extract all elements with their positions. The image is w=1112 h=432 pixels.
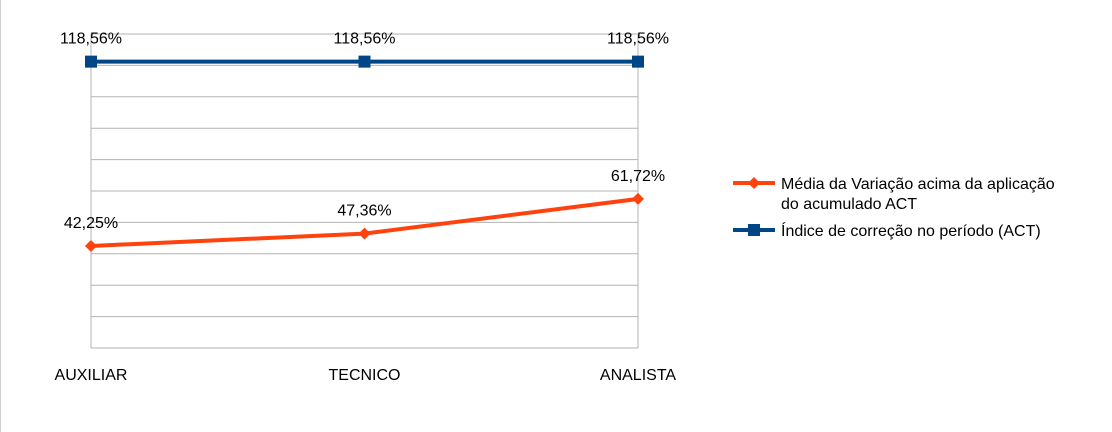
x-tick-label: TECNICO xyxy=(329,367,401,384)
data-labels: 42,25% 47,36% 61,72% 118,56% 118,56% 118,56% xyxy=(60,31,669,232)
legend-label: Média da Variação acima da aplicação xyxy=(781,176,1055,193)
data-label: 61,72% xyxy=(611,168,665,185)
data-label: 42,25% xyxy=(64,215,118,232)
legend-diamond-icon xyxy=(748,177,760,189)
square-marker-icon xyxy=(632,55,644,68)
data-label: 118,56% xyxy=(60,31,122,48)
grid-lines xyxy=(90,33,639,349)
diamond-marker-icon xyxy=(632,192,644,205)
category-axis: AUXILIAR TECNICO ANALISTA xyxy=(55,367,677,384)
diamond-marker-icon xyxy=(358,227,371,240)
x-tick-label: ANALISTA xyxy=(600,367,677,384)
data-label: 47,36% xyxy=(337,203,391,220)
series-layer xyxy=(85,55,644,252)
legend-label: Índice de correção no período (ACT) xyxy=(781,221,1041,240)
legend: Média da Variação acima da aplicação do a… xyxy=(733,176,1055,240)
legend-label: do acumulado ACT xyxy=(781,196,917,213)
x-tick-label: AUXILIAR xyxy=(55,367,128,384)
data-label: 118,56% xyxy=(334,31,396,48)
square-marker-icon xyxy=(85,55,97,68)
legend-square-icon xyxy=(748,224,760,236)
square-marker-icon xyxy=(358,55,371,68)
diamond-marker-icon xyxy=(85,239,97,252)
data-label: 118,56% xyxy=(607,31,669,48)
